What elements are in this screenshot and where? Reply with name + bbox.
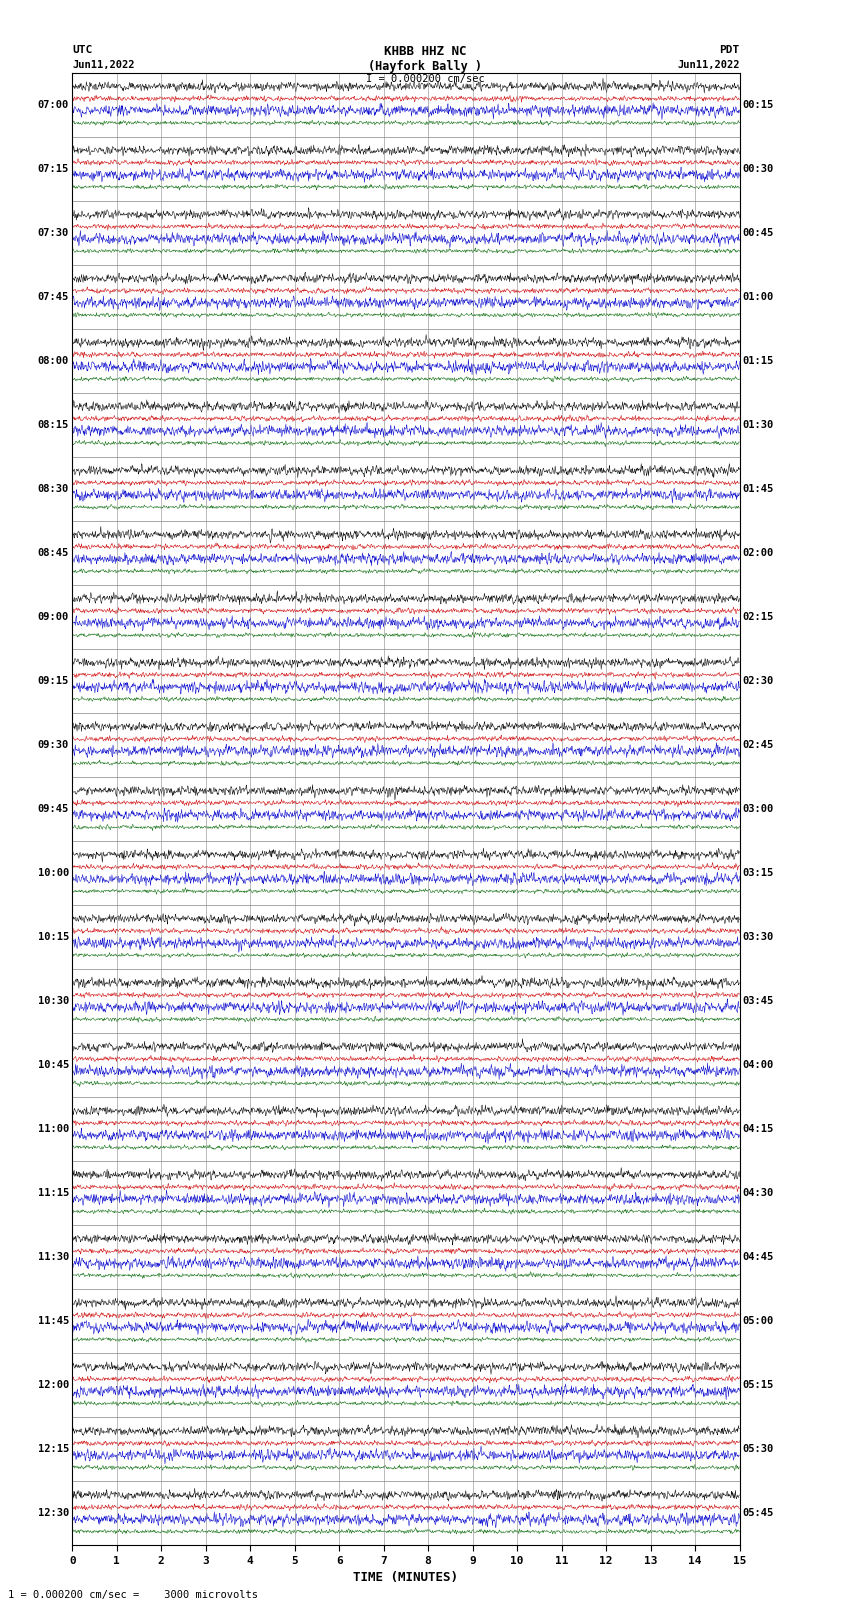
Text: 10:00: 10:00 <box>37 868 69 877</box>
Text: 09:45: 09:45 <box>37 803 69 815</box>
Text: 11:15: 11:15 <box>37 1189 69 1198</box>
Text: 11:00: 11:00 <box>37 1124 69 1134</box>
Text: 04:00: 04:00 <box>743 1060 774 1069</box>
Text: 08:30: 08:30 <box>37 484 69 494</box>
Text: 04:15: 04:15 <box>743 1124 774 1134</box>
Text: 00:15: 00:15 <box>743 100 774 110</box>
Text: 04:30: 04:30 <box>743 1189 774 1198</box>
Text: I = 0.000200 cm/sec: I = 0.000200 cm/sec <box>366 74 484 84</box>
Text: 03:30: 03:30 <box>743 932 774 942</box>
X-axis label: TIME (MINUTES): TIME (MINUTES) <box>354 1571 458 1584</box>
Text: 12:00: 12:00 <box>37 1381 69 1390</box>
Text: 07:45: 07:45 <box>37 292 69 302</box>
Text: 02:00: 02:00 <box>743 548 774 558</box>
Text: 05:15: 05:15 <box>743 1381 774 1390</box>
Text: 12:15: 12:15 <box>37 1444 69 1455</box>
Text: 01:00: 01:00 <box>743 292 774 302</box>
Text: 07:15: 07:15 <box>37 163 69 174</box>
Text: 10:30: 10:30 <box>37 995 69 1007</box>
Text: 1 = 0.000200 cm/sec =    3000 microvolts: 1 = 0.000200 cm/sec = 3000 microvolts <box>8 1590 258 1600</box>
Text: 01:30: 01:30 <box>743 419 774 429</box>
Text: Jun11,2022: Jun11,2022 <box>72 60 135 69</box>
Text: 03:00: 03:00 <box>743 803 774 815</box>
Text: KHBB HHZ NC: KHBB HHZ NC <box>383 45 467 58</box>
Text: PDT: PDT <box>719 45 740 55</box>
Text: 11:30: 11:30 <box>37 1252 69 1261</box>
Text: 01:45: 01:45 <box>743 484 774 494</box>
Text: 00:45: 00:45 <box>743 227 774 237</box>
Text: 11:45: 11:45 <box>37 1316 69 1326</box>
Text: 04:45: 04:45 <box>743 1252 774 1261</box>
Text: 08:45: 08:45 <box>37 548 69 558</box>
Text: 05:00: 05:00 <box>743 1316 774 1326</box>
Text: 08:15: 08:15 <box>37 419 69 429</box>
Text: UTC: UTC <box>72 45 93 55</box>
Text: 03:45: 03:45 <box>743 995 774 1007</box>
Text: 02:15: 02:15 <box>743 611 774 623</box>
Text: 09:00: 09:00 <box>37 611 69 623</box>
Text: 02:45: 02:45 <box>743 740 774 750</box>
Text: 09:15: 09:15 <box>37 676 69 686</box>
Text: Jun11,2022: Jun11,2022 <box>677 60 740 69</box>
Text: 05:45: 05:45 <box>743 1508 774 1518</box>
Text: 09:30: 09:30 <box>37 740 69 750</box>
Text: 10:45: 10:45 <box>37 1060 69 1069</box>
Text: 07:30: 07:30 <box>37 227 69 237</box>
Text: 08:00: 08:00 <box>37 356 69 366</box>
Text: 02:30: 02:30 <box>743 676 774 686</box>
Text: 12:30: 12:30 <box>37 1508 69 1518</box>
Text: 05:30: 05:30 <box>743 1444 774 1455</box>
Text: (Hayfork Bally ): (Hayfork Bally ) <box>368 60 482 73</box>
Text: 00:30: 00:30 <box>743 163 774 174</box>
Text: 10:15: 10:15 <box>37 932 69 942</box>
Text: 01:15: 01:15 <box>743 356 774 366</box>
Text: 03:15: 03:15 <box>743 868 774 877</box>
Text: 07:00: 07:00 <box>37 100 69 110</box>
